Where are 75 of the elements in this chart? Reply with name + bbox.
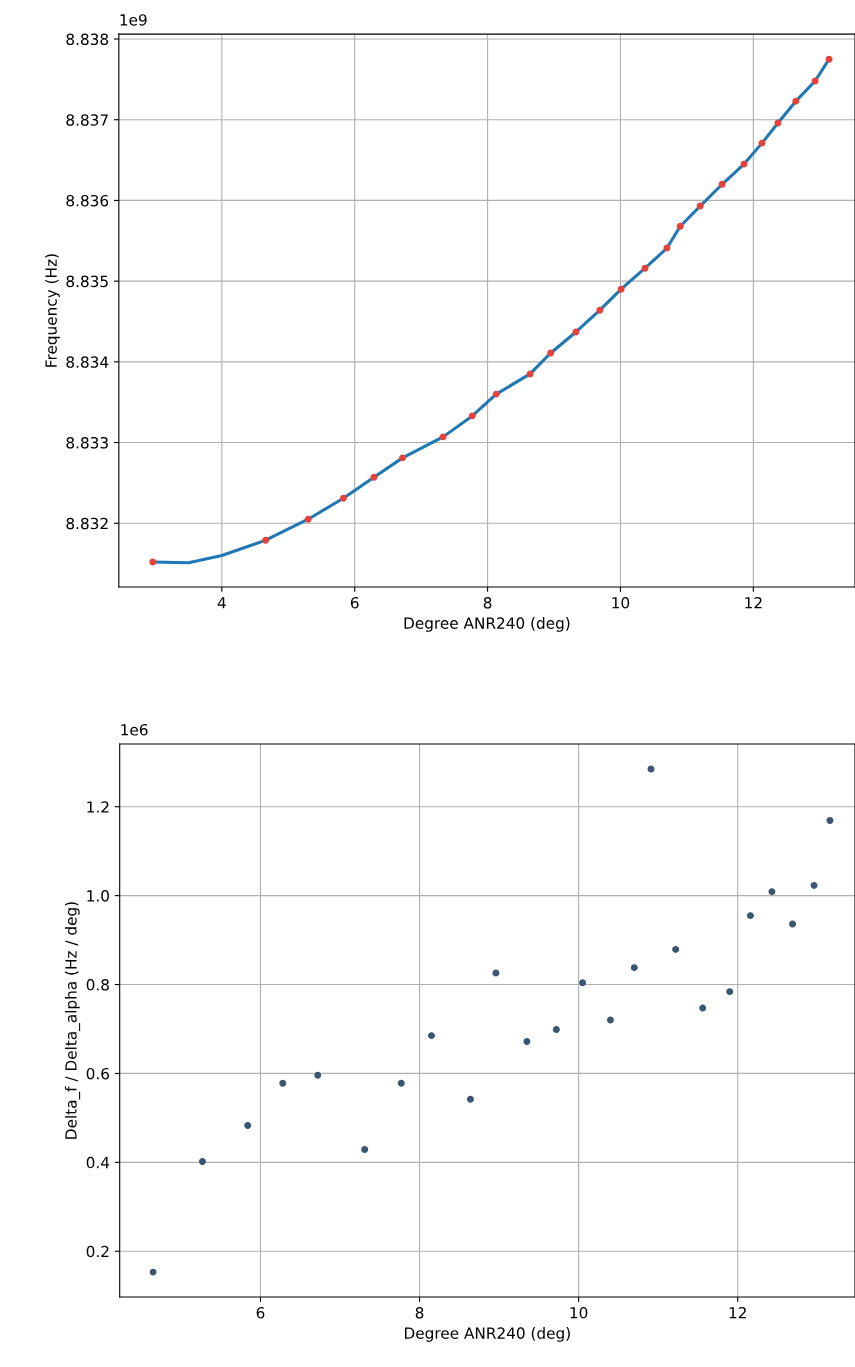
point	[768, 888, 776, 896]
x-axis-title: Degree ANR240 (deg)	[404, 617, 570, 632]
x-tick-label: 8	[483, 596, 492, 609]
x-tick-label: 12	[745, 596, 762, 609]
point	[696, 202, 704, 210]
point	[399, 454, 407, 462]
y-tick-label: 8.834	[66, 356, 109, 368]
x-tick-label: 8	[415, 1307, 424, 1319]
point	[149, 1268, 157, 1276]
point	[810, 881, 818, 889]
x-tick-label: 6	[350, 596, 359, 609]
point	[617, 285, 625, 293]
x-axis-title: Degree ANR240 (deg)	[405, 1327, 570, 1342]
point	[676, 222, 684, 230]
point	[339, 494, 347, 502]
point	[523, 1037, 531, 1045]
point	[439, 433, 447, 441]
point	[552, 1025, 560, 1033]
y-tick-label: 0.8	[86, 979, 109, 991]
x-tick-label: 6	[256, 1307, 265, 1319]
point	[466, 1095, 474, 1103]
point	[630, 964, 638, 972]
point	[641, 264, 649, 272]
point	[492, 390, 500, 398]
y-tick-label: 1.0	[87, 890, 109, 902]
point	[672, 945, 680, 953]
x-tick-label: 12	[729, 1307, 746, 1319]
point	[606, 1016, 614, 1024]
text: 1e6	[121, 724, 148, 736]
point	[262, 536, 270, 544]
point	[774, 119, 782, 127]
y-tick-label: 8.835	[66, 275, 108, 288]
point	[149, 558, 157, 566]
y-axis-title: Delta_f / Delta_alpha (Hz / deg)	[64, 902, 81, 1139]
point	[792, 97, 800, 105]
point	[547, 349, 555, 357]
y-tick-label: 8.832	[66, 517, 108, 530]
point	[304, 515, 312, 523]
point	[740, 160, 748, 168]
y-tick-label: 8.836	[66, 194, 109, 207]
text: 1e9	[120, 14, 147, 26]
point	[526, 370, 534, 378]
point	[314, 1071, 322, 1079]
point	[758, 139, 766, 147]
point	[244, 1121, 252, 1129]
point	[789, 920, 797, 928]
point	[596, 306, 604, 314]
point	[468, 412, 476, 420]
point	[572, 328, 580, 336]
y-tick-label: 8.833	[66, 437, 108, 449]
point	[699, 1004, 707, 1012]
point	[492, 969, 500, 977]
point	[825, 55, 833, 63]
point	[726, 988, 734, 996]
point	[397, 1079, 405, 1087]
point	[361, 1145, 369, 1153]
y-axis-title: Frequency (Hz)	[45, 254, 60, 367]
point	[370, 473, 378, 481]
y-tick-label: 8.837	[66, 114, 108, 126]
y-tick-label: 8.838	[66, 33, 109, 46]
point	[279, 1079, 287, 1087]
x-tick-label: 10	[612, 596, 630, 609]
point	[811, 77, 819, 85]
point	[826, 817, 834, 824]
y-tick-label: 0.4	[86, 1156, 110, 1169]
point	[198, 1157, 206, 1165]
point	[746, 912, 754, 920]
point	[579, 979, 587, 987]
y-tick-label: 0.6	[86, 1067, 110, 1080]
point	[428, 1032, 435, 1040]
y-tick-label: 1.2	[87, 801, 109, 813]
x-tick-label: 10	[570, 1307, 588, 1319]
x-tick-label: 4	[217, 597, 226, 609]
y-tick-label: 0.2	[86, 1245, 109, 1258]
point	[718, 180, 726, 188]
